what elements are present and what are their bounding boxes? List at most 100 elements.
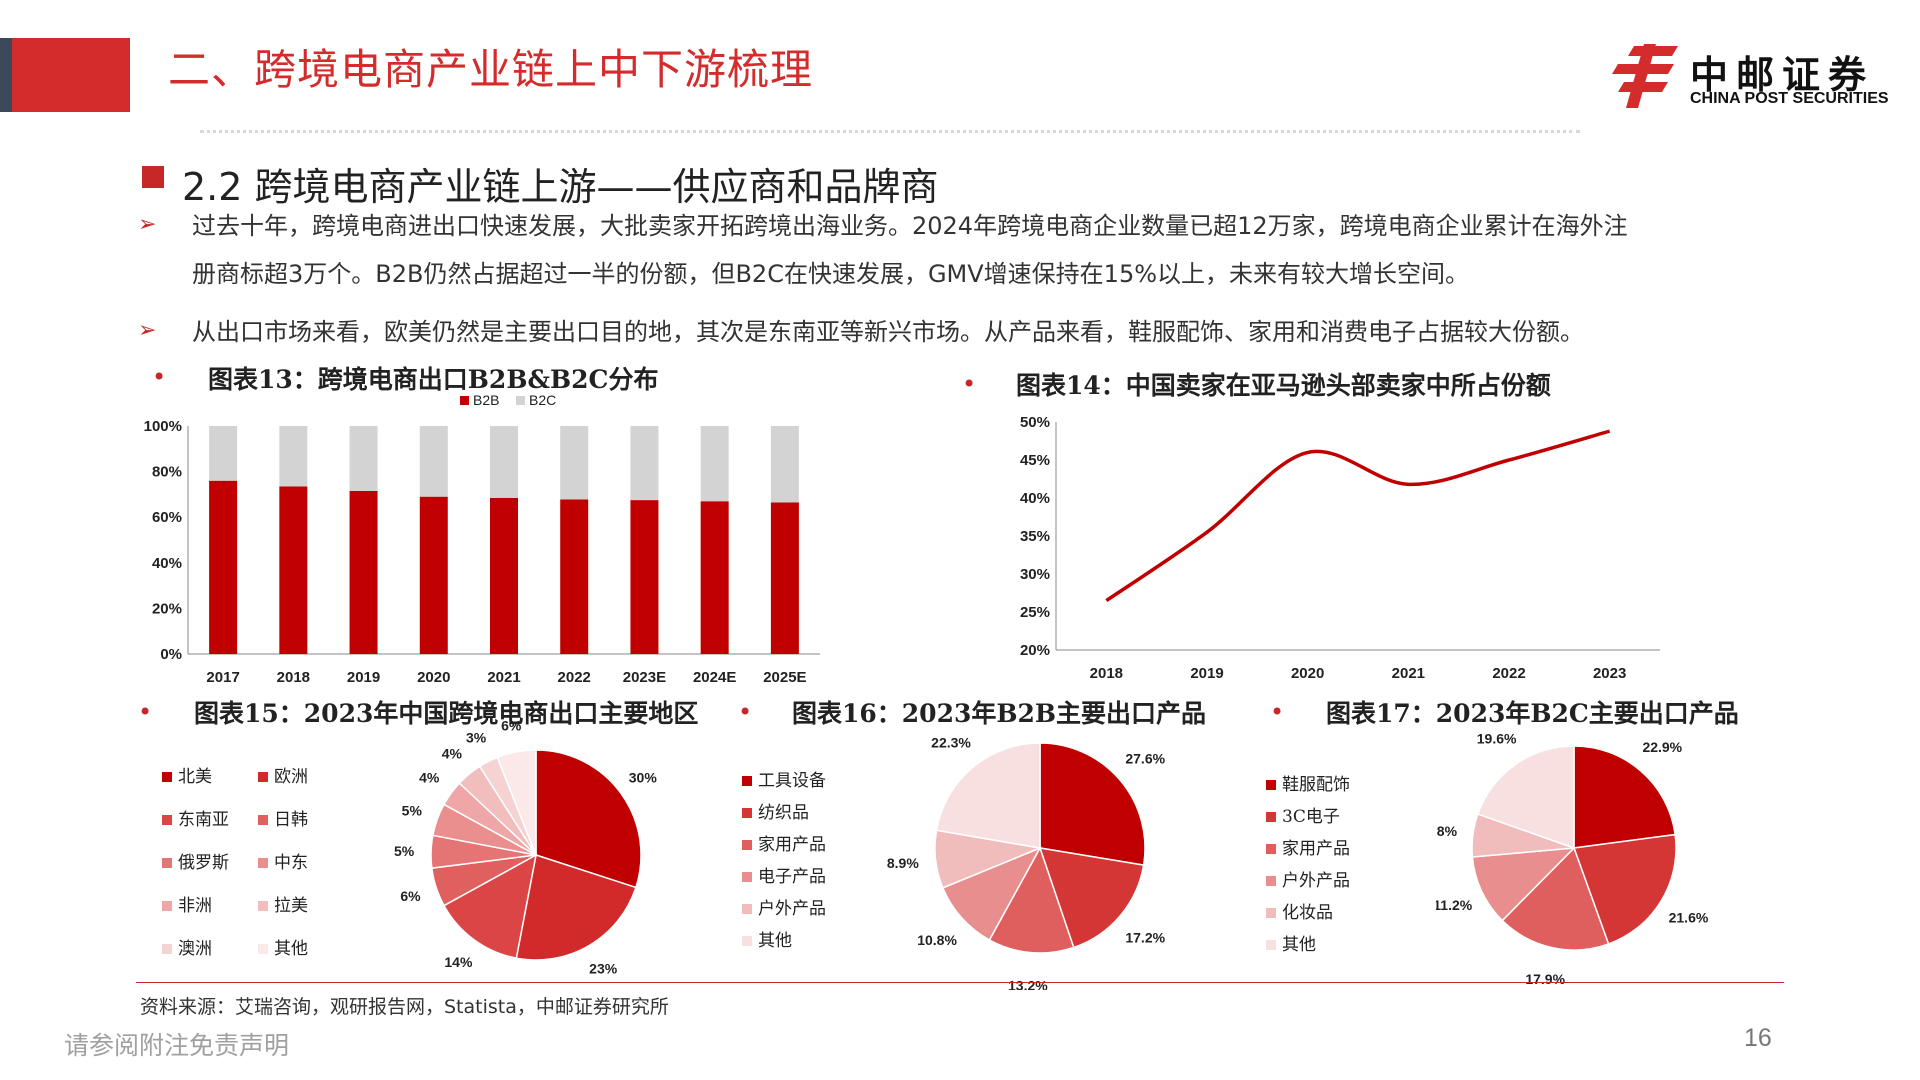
legend-swatch (742, 872, 752, 882)
x-tick-label: 2021 (487, 669, 520, 686)
legend-label: 拉美 (274, 896, 308, 916)
legend-swatch (1266, 876, 1276, 886)
legend-label-b2b: B2B (473, 392, 499, 408)
chart-13-title: 图表13：跨境电商出口B2B&B2C分布 (208, 365, 659, 394)
legend-label: 家用产品 (1282, 839, 1350, 859)
x-tick-label: 2019 (1190, 665, 1223, 682)
legend-label: 纺织品 (758, 803, 809, 823)
legend-item: 东南亚 (162, 805, 258, 848)
china-post-logo-icon (1612, 44, 1678, 108)
chart-13-stacked-bar: B2B B2C 0% 20% 40% 60% 80% 100% 2017 2018 2019 2020… (144, 392, 820, 686)
x-tick-label: 2018 (1090, 665, 1123, 682)
legend-swatch (742, 904, 752, 914)
source-divider (136, 982, 1784, 983)
legend-label: 日韩 (274, 810, 308, 830)
chart-14-line: 20% 25% 30% 35% 40% 45% 50% 2018 2019 2020 2021 202… (1020, 414, 1660, 682)
bullet-2-line-1: 从出口市场来看，欧美仍然是主要出口目的地，其次是东南亚等新兴市场。从产品来看，鞋… (192, 318, 1584, 346)
pie-value-label: 3% (466, 729, 487, 745)
pie-value-label: 5% (402, 802, 423, 818)
legend-swatch (742, 808, 752, 818)
series-line (1105, 429, 1611, 603)
chart-17-title: 图表17：2023年B2C主要出口产品 (1326, 699, 1739, 728)
legend-swatch (742, 776, 752, 786)
legend-swatch (258, 944, 268, 954)
logo-chinese-text: 中邮证券 (1690, 53, 1875, 97)
legend-swatch (516, 396, 525, 405)
pie-value-label: 30% (629, 769, 658, 785)
y-tick-label: 40% (152, 555, 182, 572)
legend-swatch (162, 772, 172, 782)
header-divider (200, 130, 1580, 133)
legend-item: 其他 (742, 926, 892, 958)
legend-label: 工具设备 (758, 771, 826, 791)
page-title: 二、跨境电商产业链上中下游梳理 (168, 45, 814, 94)
legend-item: 户外产品 (742, 894, 892, 926)
legend-item: 其他 (258, 934, 354, 977)
legend-swatch (1266, 844, 1276, 854)
header-accent-bar (0, 38, 130, 112)
y-tick-label: 0% (160, 646, 182, 663)
section-title: 2.2 跨境电商产业链上游——供应商和品牌商 (182, 165, 939, 209)
pie-value-label: 19.6% (1477, 731, 1517, 747)
legend-item: 非洲 (162, 891, 258, 934)
bar-b2c-2025E (770, 426, 799, 503)
bar-b2c-2022 (560, 426, 589, 500)
legend-swatch (1266, 780, 1276, 790)
pie-slice-其他 (935, 742, 1041, 849)
pie-value-label: 23% (589, 961, 618, 977)
y-tick-label: 30% (1020, 566, 1050, 583)
pie-slice-户外产品 (1471, 847, 1576, 922)
y-tick-label: 35% (1020, 528, 1050, 545)
x-tick-label: 2019 (347, 669, 380, 686)
legend-label: 俄罗斯 (178, 853, 229, 873)
pie-value-label: 21.6% (1669, 910, 1709, 926)
y-tick-label: 60% (152, 509, 182, 526)
pie-value-label: 27.6% (1125, 751, 1165, 767)
legend-item: 工具设备 (742, 766, 892, 798)
y-tick-label: 20% (1020, 642, 1050, 659)
bar-b2b-2021 (490, 497, 518, 654)
page-number: 16 (1744, 1024, 1772, 1052)
legend-swatch (162, 858, 172, 868)
pie-value-label: 22.9% (1642, 739, 1682, 755)
legend-item: 俄罗斯 (162, 848, 258, 891)
x-tick-label: 2020 (417, 669, 450, 686)
chart-17-legend: 鞋服配饰 3C电子家用产品户外产品化妆品其他 (1266, 770, 1416, 962)
bar-b2c-2018 (279, 426, 308, 487)
legend-swatch (1266, 940, 1276, 950)
chart-15-pie: 30%23%14%6%5%5%4%4%3%6% (394, 720, 658, 977)
legend-item: 家用产品 (1266, 834, 1416, 866)
section-marker-icon (142, 166, 164, 188)
legend-label: 欧洲 (274, 767, 308, 787)
legend-swatch (258, 858, 268, 868)
bar-b2b-2020 (419, 496, 448, 654)
y-tick-label: 20% (152, 600, 182, 617)
legend-item: 日韩 (258, 805, 354, 848)
legend-swatch (460, 396, 469, 405)
legend-item: 3C电子 (1266, 802, 1416, 834)
legend-label: 家用产品 (758, 835, 826, 855)
legend-item: 电子产品 (742, 862, 892, 894)
chart-16-title: 图表16：2023年B2B主要出口产品 (792, 699, 1207, 728)
pie-value-label: 22.3% (931, 735, 971, 751)
legend-swatch (162, 944, 172, 954)
chart-title-bullet-icon: • (738, 698, 753, 726)
chart-title-bullet-icon: • (962, 370, 977, 398)
pie-value-label: 10.8% (917, 932, 957, 948)
legend-item: 鞋服配饰 (1266, 770, 1416, 802)
pie-slice-电子产品 (941, 846, 1042, 942)
legend-label: 户外产品 (1282, 871, 1350, 891)
chart-14-title: 图表14：中国卖家在亚马逊头部卖家中所占份额 (1016, 371, 1551, 400)
legend-item: 澳洲 (162, 934, 258, 977)
pie-slice-其他 (1476, 745, 1575, 850)
bullet-1-line-2: 册商标超3万个。B2B仍然占据超过一半的份额，但B2C在快速发展，GMV增速保持… (192, 260, 1470, 288)
pie-value-label: 17.2% (1125, 929, 1165, 945)
pie-slice-北美 (535, 749, 642, 889)
bar-b2b-2022 (560, 499, 589, 654)
legend-label: 澳洲 (178, 939, 212, 959)
legend-swatch (162, 901, 172, 911)
legend-item: 户外产品 (1266, 866, 1416, 898)
pie-value-label: 11.2% (1436, 897, 1473, 913)
x-tick-label: 2017 (206, 669, 239, 686)
legend-item: 拉美 (258, 891, 354, 934)
